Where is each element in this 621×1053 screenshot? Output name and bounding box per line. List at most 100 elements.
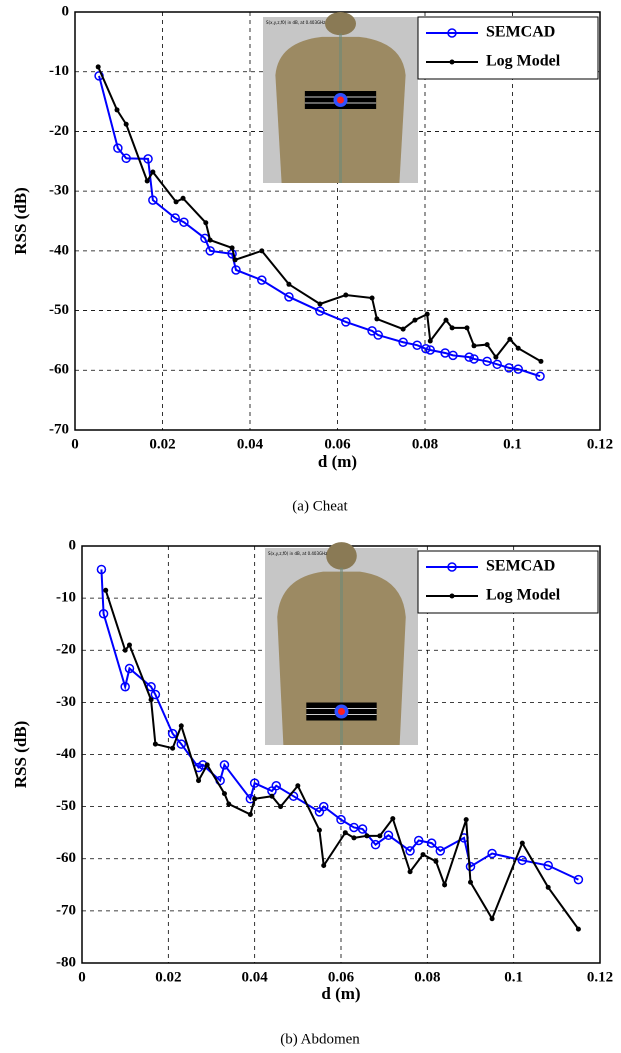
marker (196, 778, 202, 784)
y-tick-label: -50 (56, 798, 76, 814)
marker (336, 814, 346, 825)
marker (464, 325, 470, 331)
x-tick-label: 0.12 (587, 969, 613, 985)
series-line (98, 75, 541, 378)
marker (351, 835, 357, 841)
x-axis-label: d (m) (318, 452, 357, 471)
marker (484, 342, 490, 348)
x-tick-label: 0.08 (412, 436, 438, 452)
marker (349, 822, 359, 833)
caption: (a) Cheat (292, 498, 348, 514)
legend-marker (447, 562, 457, 572)
x-tick-label: 0.08 (414, 969, 440, 985)
marker (203, 220, 209, 226)
marker (435, 846, 446, 856)
marker (545, 884, 551, 890)
marker (493, 354, 499, 360)
marker (369, 295, 375, 301)
marker (463, 817, 469, 823)
marker (573, 874, 584, 885)
marker (538, 358, 544, 364)
x-tick-label: 0.06 (328, 969, 355, 985)
y-tick-label: -50 (49, 302, 69, 318)
marker (489, 916, 495, 922)
body-head (326, 542, 357, 570)
marker (442, 882, 448, 888)
marker (167, 728, 178, 739)
marker (179, 217, 189, 227)
x-axis-label: d (m) (321, 984, 360, 1003)
marker (535, 371, 545, 382)
y-tick-label: 0 (69, 537, 77, 553)
marker (426, 838, 437, 848)
y-tick-label: -30 (56, 694, 76, 710)
x-tick-label: 0.04 (237, 436, 264, 452)
x-tick-label: 0 (78, 969, 86, 985)
field-spot (338, 708, 345, 716)
marker (517, 855, 528, 866)
marker (278, 804, 284, 810)
inset-image: S(x,y,z,f0) in dB, at 0.403GHz (263, 12, 418, 183)
marker (400, 326, 406, 332)
marker (513, 364, 523, 374)
marker (519, 840, 525, 846)
marker (515, 345, 521, 351)
x-tick-label: 0.1 (503, 436, 522, 452)
marker (343, 292, 349, 298)
marker (504, 363, 514, 373)
y-axis-label: RSS (dB) (11, 721, 30, 789)
marker (433, 858, 439, 864)
marker (469, 354, 479, 364)
marker (342, 830, 348, 836)
marker (170, 213, 180, 223)
marker (231, 265, 241, 275)
marker (412, 317, 418, 323)
marker (120, 681, 130, 692)
marker (95, 64, 101, 70)
marker (412, 340, 422, 350)
y-tick-label: -20 (49, 123, 69, 139)
marker (449, 325, 455, 331)
inset-text: S(x,y,z,f0) in dB, at 0.403GHz (268, 551, 327, 556)
marker (207, 237, 213, 243)
marker (315, 306, 325, 316)
marker (357, 824, 368, 834)
legend-label: Log Model (486, 53, 561, 70)
marker (143, 154, 153, 164)
y-tick-label: -10 (56, 590, 76, 606)
y-tick-label: -10 (49, 63, 69, 79)
marker (407, 869, 413, 875)
legend-marker (449, 593, 455, 599)
marker (148, 697, 154, 703)
inset-image: S(x,y,z,f0) in dB, at 0.403GHz (265, 542, 418, 745)
marker (232, 257, 238, 263)
marker (390, 816, 396, 822)
marker (374, 316, 380, 322)
marker (482, 356, 492, 367)
marker (204, 762, 210, 768)
marker (468, 879, 473, 885)
marker (413, 835, 424, 846)
marker (229, 245, 235, 251)
y-axis-label: RSS (dB) (11, 187, 30, 255)
legend-marker (449, 59, 455, 65)
inset-text: S(x,y,z,f0) in dB, at 0.403GHz (266, 20, 325, 25)
marker (543, 860, 553, 871)
legend-label: SEMCAD (486, 558, 555, 575)
marker (373, 330, 383, 340)
marker (575, 926, 581, 932)
marker (284, 292, 294, 302)
caption: (b) Abdomen (280, 1031, 360, 1047)
marker (424, 311, 430, 317)
marker (370, 839, 381, 850)
marker (121, 153, 131, 164)
marker (221, 791, 227, 797)
field-spot (337, 96, 344, 104)
x-tick-label: 0.04 (242, 969, 269, 985)
marker (96, 564, 107, 575)
y-tick-label: -20 (56, 642, 76, 658)
x-tick-label: 0.02 (155, 969, 181, 985)
y-tick-label: -60 (56, 850, 76, 866)
marker (377, 833, 383, 839)
marker (471, 343, 477, 349)
